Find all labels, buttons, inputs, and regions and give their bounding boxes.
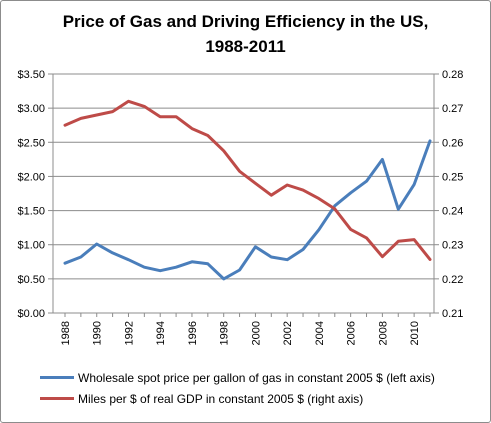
right-axis-tick-label: 0.21 [442, 308, 463, 320]
left-axis-tick-label: $2.00 [17, 171, 45, 183]
series-lines [63, 99, 432, 281]
right-axis-tick-label: 0.27 [442, 103, 463, 115]
legend-swatch-miles-per-dollar [40, 397, 74, 400]
x-axis-tick-label: 2000 [250, 321, 262, 345]
legend: Wholesale spot price per gallon of gas i… [40, 367, 435, 409]
left-axis-tick-label: $0.00 [17, 308, 45, 320]
tick-labels: $0.00 $0.50 $1.00 $1.50 $2.00 $2.50 $3.00 $3.50… [17, 69, 463, 345]
left-axis-tick-label: $2.50 [17, 137, 45, 149]
x-axis-tick-label: 1994 [155, 321, 167, 345]
left-axis-tick-label: $0.50 [17, 274, 45, 286]
series-line-miles-per-dollar [63, 99, 432, 261]
x-axis-tick-label: 1998 [219, 321, 231, 345]
chart-title-line-1: Price of Gas and Driving Efficiency in t… [62, 12, 429, 31]
legend-label-gas-price: Wholesale spot price per gallon of gas i… [78, 370, 435, 385]
gridlines [53, 73, 434, 314]
left-axis-tick-label: $1.50 [17, 206, 45, 218]
right-axis-tick-label: 0.25 [442, 171, 463, 183]
left-axis-tick-label: $3.50 [17, 69, 45, 81]
left-axis-tick-label: $1.00 [17, 240, 45, 252]
right-axis-tick-label: 0.28 [442, 69, 463, 81]
left-axis-tick-label: $3.00 [17, 103, 45, 115]
x-axis-tick-label: 1988 [60, 321, 72, 345]
x-axis-tick-label: 2002 [282, 321, 294, 345]
legend-label-miles-per-dollar: Miles per $ of real GDP in constant 2005… [78, 391, 364, 406]
right-axis-tick-label: 0.22 [442, 274, 463, 286]
legend-item-miles-per-dollar: Miles per $ of real GDP in constant 2005… [40, 388, 435, 409]
chart-title-line-2: 1988-2011 [205, 37, 286, 56]
x-axis-tick-label: 2004 [314, 321, 326, 345]
x-axis-tick-label: 1996 [187, 321, 199, 345]
right-axis-tick-label: 0.23 [442, 240, 463, 252]
x-axis-tick-label: 2006 [346, 321, 358, 345]
legend-item-gas-price: Wholesale spot price per gallon of gas i… [40, 367, 435, 388]
legend-swatch-gas-price [40, 376, 74, 379]
axes [48, 73, 439, 317]
chart-title: Price of Gas and Driving Efficiency in t… [0, 9, 491, 59]
x-axis-tick-label: 2008 [377, 321, 389, 345]
x-axis-tick-label: 1990 [92, 321, 104, 345]
x-axis-tick-label: 1992 [123, 321, 135, 345]
series-line-gas-price [63, 139, 432, 281]
right-axis-tick-label: 0.24 [442, 206, 463, 218]
x-axis-tick-label: 2010 [409, 321, 421, 345]
right-axis-tick-label: 0.26 [442, 137, 463, 149]
